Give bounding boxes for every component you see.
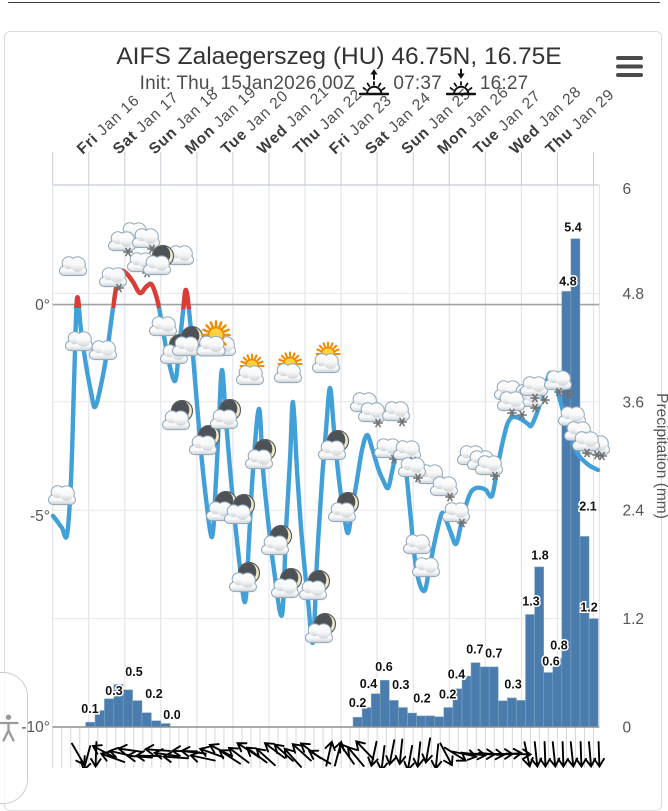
svg-text:0.4: 0.4 <box>360 677 377 691</box>
svg-text:0: 0 <box>623 720 632 737</box>
svg-text:1.2: 1.2 <box>623 611 645 628</box>
svg-text:0.3: 0.3 <box>105 684 122 698</box>
svg-text:0.3: 0.3 <box>504 678 521 692</box>
svg-text:2.1: 2.1 <box>579 500 596 514</box>
svg-text:0.8: 0.8 <box>550 639 567 653</box>
svg-text:0.2: 0.2 <box>439 688 456 702</box>
svg-text:Precipitation (mm): Precipitation (mm) <box>653 393 668 519</box>
svg-text:0.7: 0.7 <box>466 643 483 657</box>
svg-text:0.0: 0.0 <box>163 708 180 722</box>
svg-text:-5°: -5° <box>30 508 50 525</box>
svg-text:4.8: 4.8 <box>623 286 645 303</box>
svg-text:0.6: 0.6 <box>375 660 392 674</box>
svg-text:1.8: 1.8 <box>531 549 548 563</box>
svg-text:0.2: 0.2 <box>145 687 162 701</box>
svg-text:4.8: 4.8 <box>559 275 576 289</box>
svg-text:6: 6 <box>623 181 632 198</box>
svg-text:0.5: 0.5 <box>125 665 142 679</box>
svg-text:0.6: 0.6 <box>542 655 559 669</box>
svg-text:2.4: 2.4 <box>623 503 645 520</box>
svg-text:5.4: 5.4 <box>564 221 581 235</box>
svg-text:0.2: 0.2 <box>413 692 430 706</box>
svg-text:-10°: -10° <box>21 719 50 736</box>
svg-text:0°: 0° <box>35 297 50 314</box>
svg-text:0.2: 0.2 <box>349 696 366 710</box>
svg-text:0.1: 0.1 <box>81 702 98 716</box>
svg-text:0.7: 0.7 <box>485 647 502 661</box>
svg-text:1.3: 1.3 <box>522 595 539 609</box>
svg-text:0.3: 0.3 <box>392 678 409 692</box>
svg-text:0.4: 0.4 <box>448 668 465 682</box>
svg-text:1.2: 1.2 <box>580 601 597 615</box>
svg-text:3.6: 3.6 <box>623 394 645 411</box>
